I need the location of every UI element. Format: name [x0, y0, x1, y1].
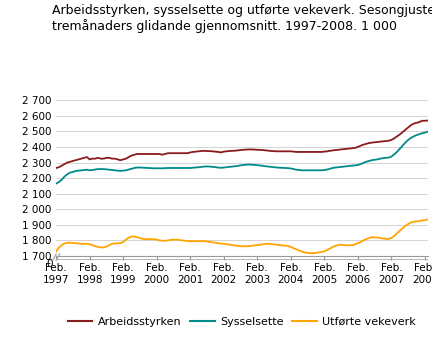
Legend: Arbeidsstyrken, Sysselsette, Utførte vekeverk: Arbeidsstyrken, Sysselsette, Utførte vek… [63, 313, 421, 332]
Text: 0: 0 [46, 259, 52, 269]
Text: Arbeidsstyrken, sysselsette og utførte vekeverk. Sesongjusterte tal,
tremånaders: Arbeidsstyrken, sysselsette og utførte v… [52, 4, 432, 33]
